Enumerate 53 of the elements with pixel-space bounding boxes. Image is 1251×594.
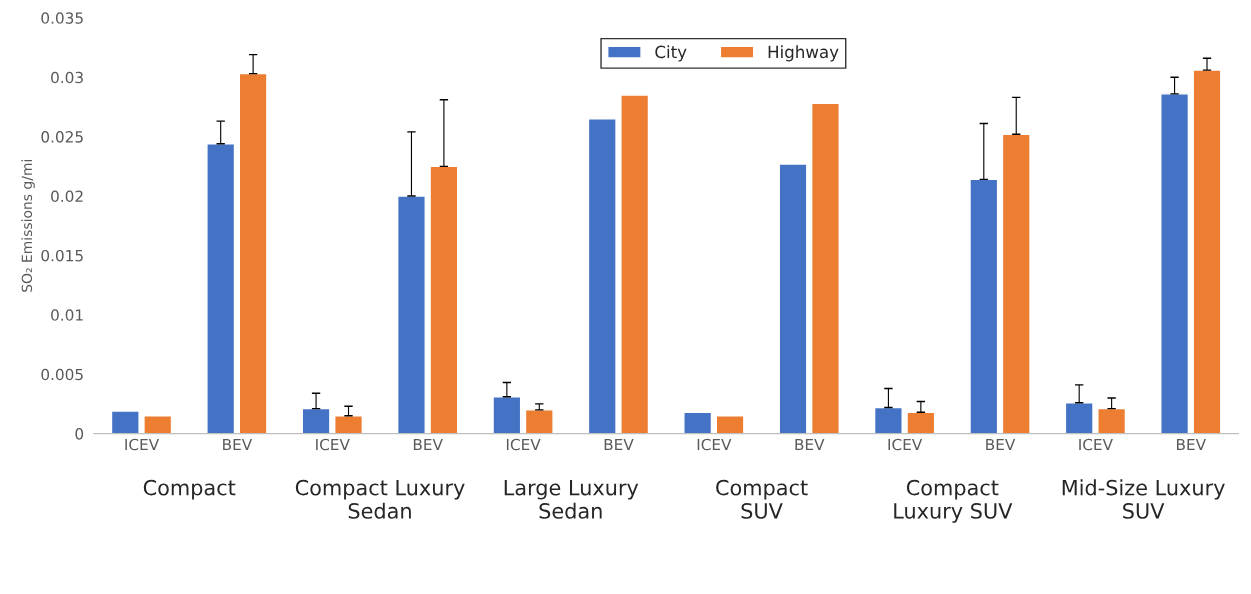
bar xyxy=(778,163,808,434)
y-tick-label: 0.03 xyxy=(51,71,83,84)
x-tick-label: BEV xyxy=(795,438,825,451)
y-axis-title: SO₂ Emissions g/mi xyxy=(21,159,35,292)
text: Compact Luxury SUV xyxy=(894,479,1013,523)
bar xyxy=(683,411,713,434)
legend-label: City xyxy=(655,45,687,62)
bar xyxy=(492,396,522,434)
text: Compact xyxy=(143,479,236,500)
y-tick-label: 0.015 xyxy=(41,249,83,262)
bar xyxy=(110,410,140,434)
bar xyxy=(587,118,617,434)
bar xyxy=(429,165,459,434)
bar xyxy=(1097,407,1127,434)
bar xyxy=(396,195,426,434)
bar xyxy=(524,409,554,434)
bar xyxy=(969,178,999,434)
text: Compact SUV xyxy=(716,479,808,519)
bar xyxy=(1192,69,1222,434)
y-tick-label: 0.035 xyxy=(41,12,83,24)
y-tick-label: 0.025 xyxy=(41,131,83,143)
x-tick-label: ICEV xyxy=(316,438,350,451)
bar xyxy=(1064,402,1094,434)
bar xyxy=(301,407,331,434)
bar xyxy=(906,411,936,434)
x-tick-label: BEV xyxy=(223,438,253,451)
text: Large Luxury Sedan xyxy=(504,480,639,519)
y-tick-label: 0.005 xyxy=(41,368,83,381)
bar xyxy=(334,415,363,434)
bar xyxy=(620,94,650,434)
bar xyxy=(1001,133,1031,434)
bar xyxy=(206,143,236,434)
text: Compact Luxury Sedan xyxy=(295,479,465,519)
x-tick-label: BEV xyxy=(1177,438,1206,451)
bar xyxy=(1160,93,1190,434)
x-tick-label: BEV xyxy=(986,438,1016,451)
x-tick-label: ICEV xyxy=(125,438,160,451)
bar xyxy=(238,72,268,434)
y-tick-label: 0.02 xyxy=(51,190,83,203)
bar xyxy=(810,102,840,434)
y-tick-label: 0 xyxy=(75,428,84,440)
x-tick-label: ICEV xyxy=(506,438,541,451)
legend-label: Highway xyxy=(768,45,839,62)
x-tick-label: ICEV xyxy=(1079,438,1113,451)
text: Mid-Size Luxury SUV xyxy=(1062,479,1225,519)
x-tick-label: ICEV xyxy=(697,438,732,451)
y-tick-label: 0.01 xyxy=(51,309,83,321)
x-tick-label: ICEV xyxy=(888,438,923,451)
x-tick-label: BEV xyxy=(604,438,634,451)
x-tick-label: BEV xyxy=(413,438,443,451)
bar xyxy=(143,415,173,434)
bar xyxy=(873,406,903,434)
bar xyxy=(715,415,745,434)
